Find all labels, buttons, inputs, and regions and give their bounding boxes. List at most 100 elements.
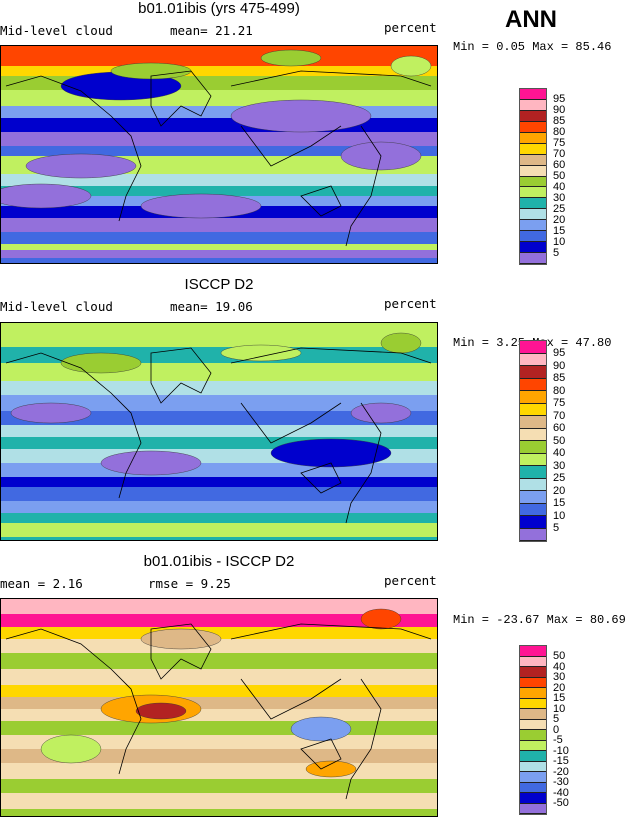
colorbar-tick-label: 5 bbox=[553, 713, 560, 726]
contour-band bbox=[1, 249, 437, 258]
contour-region bbox=[100, 450, 202, 476]
colorbar-tick-label: -5 bbox=[553, 734, 563, 747]
colorbar-swatch bbox=[520, 89, 546, 100]
colorbar-tick-label: 30 bbox=[553, 459, 566, 472]
panel-title: b01.01ibis - ISCCP D2 bbox=[143, 553, 295, 570]
colorbar-tick-label: 30 bbox=[553, 671, 566, 684]
colorbar-tick-label: 0 bbox=[553, 723, 560, 736]
contour-region bbox=[260, 49, 322, 67]
contour-region bbox=[290, 716, 352, 742]
colorbar-swatch bbox=[520, 719, 546, 730]
colorbar-tick-label: 10 bbox=[553, 702, 566, 715]
contour-band bbox=[1, 708, 437, 721]
contour-region bbox=[1, 183, 92, 209]
contour-band bbox=[1, 185, 437, 196]
panel-title: b01.01ibis (yrs 475-499) bbox=[138, 0, 300, 17]
colorbar-swatch bbox=[520, 478, 546, 491]
colorbar-swatch bbox=[520, 209, 546, 221]
colorbar-tick-label: -50 bbox=[553, 797, 569, 810]
map-plot bbox=[0, 45, 438, 264]
colorbar-swatch bbox=[520, 466, 546, 479]
contour-band bbox=[1, 748, 437, 763]
colorbar-swatch bbox=[520, 761, 546, 772]
colorbar-swatch bbox=[520, 667, 546, 678]
colorbar-swatch bbox=[520, 688, 546, 699]
colorbar-tick-label: 95 bbox=[553, 93, 566, 106]
contour-band bbox=[1, 424, 437, 437]
colorbar-tick-label: 15 bbox=[553, 224, 566, 237]
contour-band bbox=[1, 410, 437, 425]
contour-band bbox=[1, 522, 437, 537]
colorbar-tick-label: 15 bbox=[553, 497, 566, 510]
colorbar-swatch bbox=[520, 677, 546, 688]
colorbar-swatch bbox=[520, 528, 546, 541]
contour-region bbox=[230, 99, 372, 133]
colorbar-swatch bbox=[520, 516, 546, 529]
colorbar-tick-label: 90 bbox=[553, 359, 566, 372]
colorbar-tick-label: 40 bbox=[553, 180, 566, 193]
contour-band bbox=[1, 808, 437, 816]
colorbar-swatch bbox=[520, 154, 546, 166]
colorbar-swatch bbox=[520, 403, 546, 416]
contour-band bbox=[1, 778, 437, 793]
colorbar-swatch bbox=[520, 740, 546, 751]
contour-band bbox=[1, 165, 437, 174]
colorbar-tick-label: 10 bbox=[553, 235, 566, 248]
contour-region bbox=[135, 702, 187, 720]
colorbar-swatch bbox=[520, 428, 546, 441]
colorbar-swatch bbox=[520, 453, 546, 466]
colorbar-tick-label: -20 bbox=[553, 765, 569, 778]
colorbar bbox=[519, 645, 547, 815]
contour-band bbox=[1, 380, 437, 395]
colorbar-tick-label: 70 bbox=[553, 148, 566, 161]
colorbar-tick-label: 80 bbox=[553, 126, 566, 139]
contour-band bbox=[1, 217, 437, 232]
contour-band bbox=[1, 323, 437, 347]
colorbar-tick-label: 50 bbox=[553, 650, 566, 663]
contour-band bbox=[1, 117, 437, 132]
colorbar-swatch bbox=[520, 503, 546, 516]
variable-label: mean = 2.16 bbox=[0, 576, 83, 591]
colorbar-swatch bbox=[520, 709, 546, 720]
contour-region bbox=[220, 344, 302, 362]
contour-region bbox=[40, 734, 102, 764]
stat-label: mean= 19.06 bbox=[170, 299, 253, 314]
colorbar-swatch bbox=[520, 132, 546, 144]
colorbar-tick-label: 60 bbox=[553, 159, 566, 172]
colorbar-tick-label: -15 bbox=[553, 755, 569, 768]
colorbar-swatch bbox=[520, 341, 546, 354]
contour-region bbox=[305, 760, 357, 778]
colorbar-swatch bbox=[520, 441, 546, 454]
colorbar-swatch bbox=[520, 176, 546, 188]
units-label: percent bbox=[384, 573, 437, 588]
min-max-label: Min = -23.67 Max = 80.69 bbox=[453, 613, 626, 627]
colorbar-swatch bbox=[520, 491, 546, 504]
colorbar-tick-label: 50 bbox=[553, 434, 566, 447]
colorbar-tick-label: -10 bbox=[553, 744, 569, 757]
contour-band bbox=[1, 626, 437, 639]
contour-region bbox=[25, 153, 137, 179]
contour-band bbox=[1, 599, 437, 614]
contour-band bbox=[1, 638, 437, 653]
contour-band bbox=[1, 65, 437, 76]
colorbar-swatch bbox=[520, 793, 546, 804]
colorbar-tick-label: -30 bbox=[553, 776, 569, 789]
panel-title: ISCCP D2 bbox=[184, 276, 254, 293]
colorbar-tick-label: 70 bbox=[553, 409, 566, 422]
colorbar-swatch bbox=[520, 730, 546, 741]
colorbar-swatch bbox=[520, 220, 546, 232]
units-label: percent bbox=[384, 296, 437, 311]
contour-band bbox=[1, 155, 437, 166]
colorbar-tick-label: 30 bbox=[553, 191, 566, 204]
colorbar-swatch bbox=[520, 143, 546, 155]
colorbar-tick-label: 20 bbox=[553, 681, 566, 694]
colorbar-tick-label: 20 bbox=[553, 484, 566, 497]
colorbar-swatch bbox=[520, 121, 546, 133]
colorbar-swatch bbox=[520, 99, 546, 111]
contour-band bbox=[1, 613, 437, 627]
colorbar-swatch bbox=[520, 803, 546, 814]
colorbar-swatch bbox=[520, 656, 546, 667]
colorbar-tick-label: 40 bbox=[553, 447, 566, 460]
contour-band bbox=[1, 696, 437, 709]
colorbar-swatch bbox=[520, 242, 546, 254]
